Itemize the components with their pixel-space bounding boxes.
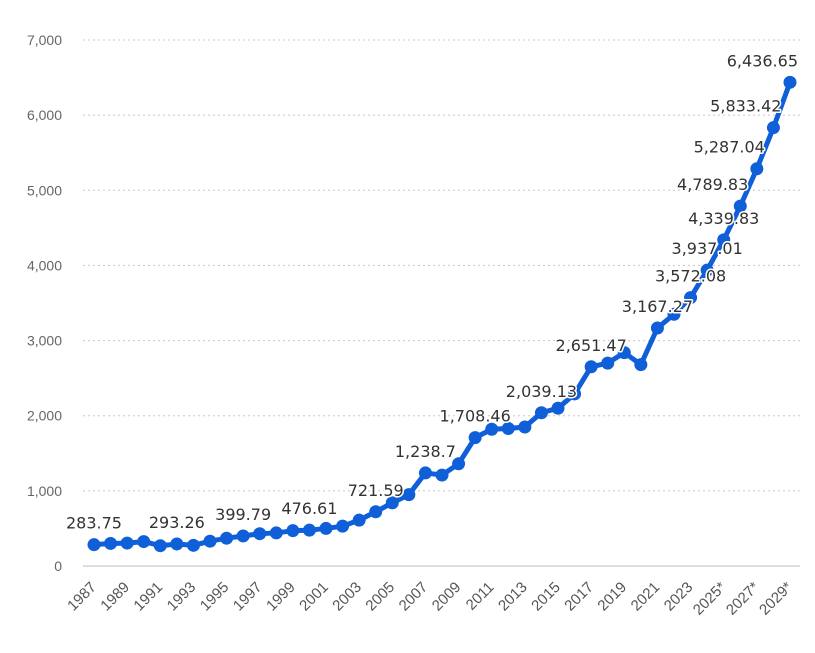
x-tick-label: 1987 xyxy=(64,579,100,615)
data-label: 399.79 xyxy=(215,505,271,524)
data-point[interactable] xyxy=(617,346,631,360)
data-point[interactable] xyxy=(120,536,134,550)
x-tick-label: 2011 xyxy=(463,579,498,614)
y-tick-label: 6,000 xyxy=(27,107,62,123)
data-point[interactable] xyxy=(534,406,548,420)
data-label: 293.26 xyxy=(149,513,205,532)
data-label: 5,287.04 xyxy=(694,138,765,157)
data-label: 3,937.01 xyxy=(672,239,743,258)
y-tick-label: 5,000 xyxy=(27,182,62,198)
series-layer xyxy=(87,75,797,553)
x-tick-label: 1999 xyxy=(263,579,299,615)
data-point[interactable] xyxy=(733,199,747,213)
x-tick-label: 2027* xyxy=(723,579,763,619)
gridlines xyxy=(83,39,800,567)
x-tick-label: 2029* xyxy=(756,579,796,619)
data-labels: 283.75 293.26 399.79 476.61 721.59 1,238.7 1,7… xyxy=(65,50,800,534)
data-point[interactable] xyxy=(783,75,797,89)
x-tick-label: 2019 xyxy=(594,579,630,615)
data-label: 3,572.08 xyxy=(655,267,726,286)
x-tick-label: 2013 xyxy=(495,579,531,615)
data-point[interactable] xyxy=(220,531,234,545)
y-tick-label: 3,000 xyxy=(27,333,62,349)
x-tick-label: 2001 xyxy=(296,579,332,615)
data-point[interactable] xyxy=(87,538,101,552)
data-point[interactable] xyxy=(186,538,200,552)
data-point[interactable] xyxy=(418,466,432,480)
data-point[interactable] xyxy=(104,536,118,550)
x-tick-label: 1989 xyxy=(97,579,133,615)
x-axis-ticks: 1987198919911993199519971999200120032005… xyxy=(64,579,796,619)
data-label: 476.61 xyxy=(281,499,337,518)
x-tick-label: 2007 xyxy=(396,579,432,615)
y-tick-label: 7,000 xyxy=(27,32,62,48)
data-point[interactable] xyxy=(302,523,316,537)
x-tick-label: 2009 xyxy=(429,579,465,615)
data-label: 721.59 xyxy=(348,481,404,500)
x-tick-label: 2025* xyxy=(690,579,730,619)
data-point[interactable] xyxy=(551,401,565,415)
data-point[interactable] xyxy=(319,521,333,535)
data-point[interactable] xyxy=(253,527,267,541)
data-point[interactable] xyxy=(667,307,681,321)
data-label: 5,833.42 xyxy=(710,97,781,116)
data-point[interactable] xyxy=(650,321,664,335)
data-point[interactable] xyxy=(568,387,582,401)
x-tick-label: 1993 xyxy=(164,579,200,615)
x-tick-label: 2021 xyxy=(628,579,664,615)
x-tick-label: 2003 xyxy=(329,579,365,615)
data-point[interactable] xyxy=(269,526,283,540)
data-point[interactable] xyxy=(137,535,151,549)
data-label: 2,039.13 xyxy=(506,382,577,401)
y-tick-label: 0 xyxy=(54,558,62,574)
data-point[interactable] xyxy=(485,422,499,436)
data-point[interactable] xyxy=(766,121,780,135)
data-point[interactable] xyxy=(402,488,416,502)
data-label: 2,651.47 xyxy=(556,336,627,355)
data-point[interactable] xyxy=(717,233,731,247)
x-tick-label: 1995 xyxy=(197,579,233,615)
data-label: 4,789.83 xyxy=(677,175,748,194)
data-point[interactable] xyxy=(170,537,184,551)
y-tick-label: 4,000 xyxy=(27,257,62,273)
y-tick-label: 1,000 xyxy=(27,483,62,499)
x-tick-label: 1997 xyxy=(230,579,266,615)
y-axis-ticks: 0 1,000 2,000 3,000 4,000 5,000 6,000 7,000 xyxy=(27,32,62,574)
data-point[interactable] xyxy=(336,519,350,533)
x-tick-label: 1991 xyxy=(130,579,166,615)
data-label: 6,436.65 xyxy=(727,51,798,70)
data-point[interactable] xyxy=(286,524,300,538)
data-point[interactable] xyxy=(684,291,698,305)
data-point[interactable] xyxy=(750,162,764,176)
data-point[interactable] xyxy=(700,263,714,277)
data-label: 3,167.27 xyxy=(622,297,693,316)
x-tick-label: 2005 xyxy=(362,579,398,615)
data-point[interactable] xyxy=(352,513,366,527)
x-tick-label: 2015 xyxy=(528,579,564,615)
x-tick-label: 2017 xyxy=(561,579,597,615)
data-point[interactable] xyxy=(501,421,515,435)
y-tick-label: 2,000 xyxy=(27,408,62,424)
data-point[interactable] xyxy=(385,496,399,510)
data-point[interactable] xyxy=(584,360,598,374)
data-label: 4,339.83 xyxy=(688,209,759,228)
data-point[interactable] xyxy=(369,505,383,519)
data-point[interactable] xyxy=(634,358,648,372)
data-label: 283.75 xyxy=(66,514,122,533)
data-label: 1,238.7 xyxy=(395,442,456,461)
data-point[interactable] xyxy=(452,457,466,471)
data-point[interactable] xyxy=(601,356,615,370)
data-point[interactable] xyxy=(435,468,449,482)
data-point[interactable] xyxy=(203,534,217,548)
data-point[interactable] xyxy=(518,420,532,434)
data-point[interactable] xyxy=(468,431,482,445)
data-label: 1,708.46 xyxy=(440,407,511,426)
data-point[interactable] xyxy=(153,539,167,553)
data-point[interactable] xyxy=(236,529,250,543)
